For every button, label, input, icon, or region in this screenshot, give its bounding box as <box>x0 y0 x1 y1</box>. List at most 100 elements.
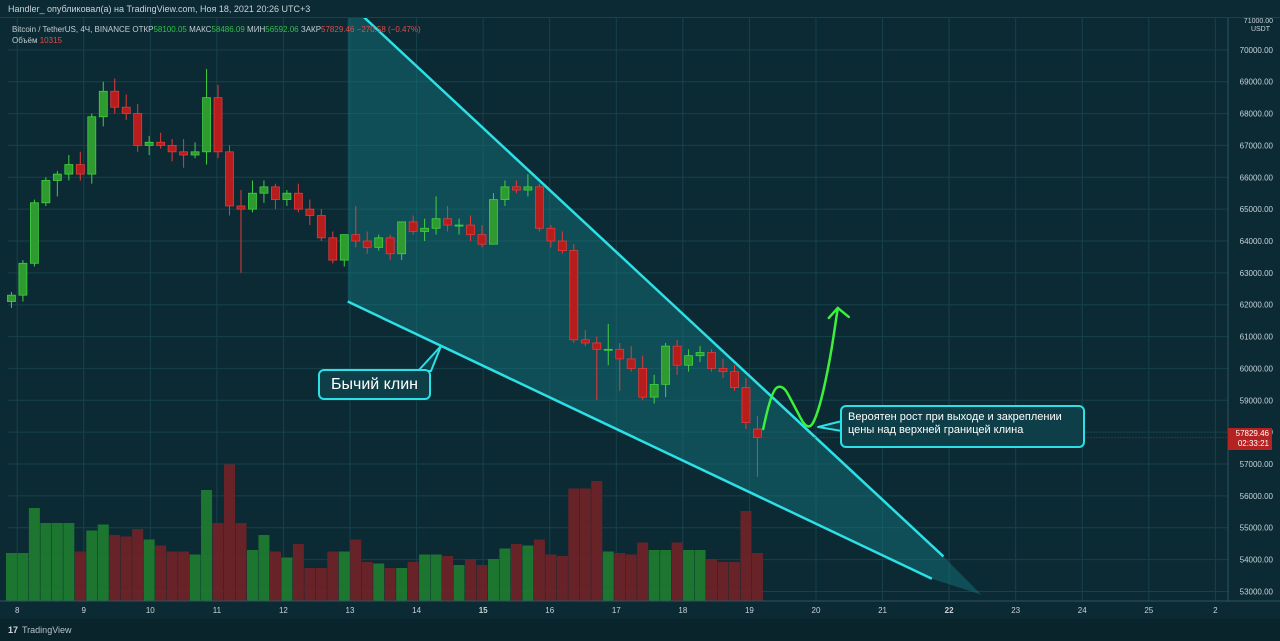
candle-body <box>52 173 62 181</box>
volume-bar <box>373 563 385 601</box>
close-value: 57829.46 <box>321 25 355 34</box>
volume-bar <box>751 553 763 601</box>
price-tick-label: 57000.00 <box>1240 460 1274 469</box>
candle-body <box>98 90 108 118</box>
projection-arrowhead <box>827 306 851 320</box>
volume-bar <box>384 568 396 601</box>
price-tick-label: 69000.00 <box>1240 78 1274 87</box>
candle-body <box>718 368 728 373</box>
time-tick-label: 24 <box>1078 606 1087 615</box>
candle-body <box>374 237 384 248</box>
footer-bar: 17 TradingView <box>0 619 1280 641</box>
time-tick-label: 25 <box>1144 606 1153 615</box>
wedge-upper-line <box>362 18 945 558</box>
volume-bar <box>361 562 373 601</box>
change-value: −270.58 (−0.47%) <box>356 25 421 34</box>
volume-bar <box>327 551 339 601</box>
volume-bar <box>224 464 236 601</box>
volume-bar <box>281 557 293 601</box>
price-tick-label: 55000.00 <box>1240 524 1274 533</box>
tradingview-logo-icon: 17 <box>8 625 19 635</box>
candle-body <box>316 215 326 239</box>
candle-body <box>41 180 51 204</box>
volume-bar <box>465 559 477 601</box>
volume-bar <box>591 481 603 601</box>
note-line-1: Вероятен рост при выходе и закреплении <box>848 411 1062 423</box>
symbol-name[interactable]: Bitcoin / TetherUS, 4Ч, BINANCE <box>12 25 131 34</box>
wedge-lower-line <box>347 300 933 580</box>
volume-bar <box>315 568 327 601</box>
volume-bar <box>86 530 98 601</box>
volume-bar <box>74 551 86 601</box>
tradingview-logo[interactable]: 17 TradingView <box>8 619 72 641</box>
candle-body <box>615 348 625 360</box>
volume-bar <box>396 568 408 601</box>
volume-label[interactable]: Объём <box>12 36 38 45</box>
candle-body <box>753 428 762 438</box>
candlestick-chart[interactable]: 70000.00 69000.00 68000.00 67000.00 66000.00… <box>0 18 1280 619</box>
volume-bar <box>63 523 75 601</box>
candle-body <box>29 202 39 264</box>
volume-bar <box>51 523 63 601</box>
candle-body <box>397 221 407 255</box>
candle-body <box>546 227 556 242</box>
candle-body <box>408 221 418 232</box>
volume-bar <box>258 535 270 601</box>
time-tick-label: 12 <box>279 606 288 615</box>
candle-body <box>236 205 246 210</box>
candle-body <box>523 186 533 191</box>
candle-body <box>351 234 361 242</box>
candle-body <box>626 358 636 369</box>
volume-bar <box>740 511 752 601</box>
price-tick-label: 56000.00 <box>1240 492 1274 501</box>
candle-body <box>672 345 682 366</box>
candle-body <box>144 141 154 146</box>
wedge-fill <box>347 18 982 595</box>
candle-body <box>489 199 498 245</box>
candle-body <box>466 224 475 236</box>
time-tick-label: 16 <box>545 606 554 615</box>
candle-body <box>592 342 602 350</box>
volume-bar <box>453 565 465 601</box>
candle-body <box>87 116 97 175</box>
high-value: 58486.09 <box>211 25 245 34</box>
candle-body <box>534 186 544 229</box>
price-tick-label: 64000.00 <box>1240 237 1274 246</box>
time-tick-label: 8 <box>15 606 20 615</box>
volume-bar <box>545 554 557 601</box>
candle-body <box>156 141 166 146</box>
candle-body <box>649 383 659 398</box>
time-tick-label: 17 <box>612 606 621 615</box>
volume-bar <box>269 551 281 601</box>
price-tick-label: 67000.00 <box>1240 141 1274 150</box>
volume-bar <box>533 539 545 601</box>
volume-bar <box>717 562 729 601</box>
volume-value: 10315 <box>39 36 62 45</box>
candle-body <box>443 218 452 226</box>
price-tick-label: 60000.00 <box>1240 364 1274 373</box>
volume-bar <box>487 559 499 601</box>
volume-bar <box>17 553 29 601</box>
wedge-label: Бычий клин <box>318 369 431 400</box>
candle-body <box>741 387 751 423</box>
price-tick-label: 65000.00 <box>1240 205 1274 214</box>
time-tick-label: 22 <box>945 606 954 615</box>
open-value: 58100.05 <box>153 25 187 34</box>
volume-bar <box>671 542 683 601</box>
last-price-tag: 57829.46 02:33:21 <box>1228 428 1272 450</box>
candle-body <box>569 250 579 341</box>
volume-bar <box>304 568 316 601</box>
volume-bar <box>476 565 488 601</box>
volume-bar <box>419 554 431 601</box>
breakout-note: Вероятен рост при выходе и закреплении ц… <box>840 405 1085 448</box>
volume-bar <box>178 551 190 601</box>
price-tick-label: 70000.00 <box>1240 46 1274 55</box>
legend-row-ohlc: Bitcoin / TetherUS, 4Ч, BINANCE ОТКР5810… <box>12 24 421 35</box>
candle-body <box>707 352 716 369</box>
price-tick-label: 63000.00 <box>1240 269 1274 278</box>
high-label: МАКС <box>189 25 212 34</box>
candle-body <box>64 164 74 175</box>
candle-body <box>454 224 464 227</box>
time-tick-label: 21 <box>878 606 887 615</box>
time-tick-label: 13 <box>346 606 355 615</box>
